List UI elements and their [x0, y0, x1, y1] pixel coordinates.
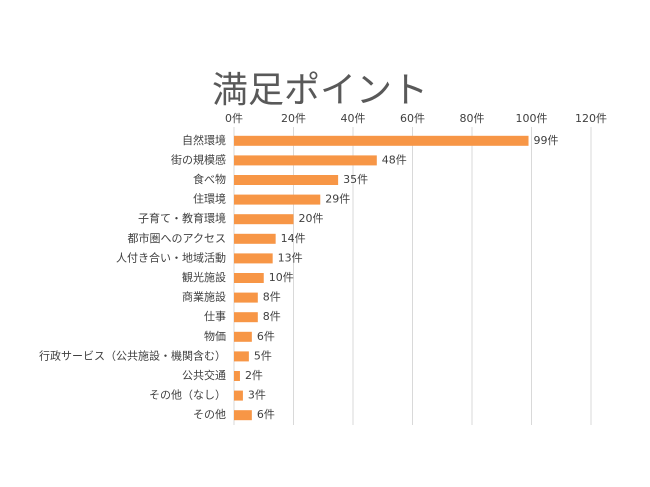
bar [234, 155, 377, 166]
value-label: 14件 [281, 232, 306, 245]
bar [234, 273, 264, 283]
x-tick-label: 80件 [460, 112, 485, 125]
bar [234, 214, 294, 225]
value-label: 5件 [254, 349, 272, 362]
bar [234, 371, 240, 381]
x-tick-label: 120件 [575, 112, 607, 125]
value-label: 13件 [278, 251, 303, 264]
chart-title: 満足ポイント [212, 70, 428, 111]
y-tick-label: 人付き合い・地域活動 [116, 250, 226, 264]
value-label: 20件 [299, 212, 324, 225]
y-tick-label: 住環境 [193, 192, 226, 206]
y-tick-label: 行政サービス（公共施設・機関含む） [39, 348, 226, 362]
bar [234, 331, 252, 342]
y-tick-label: 物価 [204, 329, 226, 343]
value-label: 2件 [245, 369, 263, 382]
bar [234, 253, 273, 264]
x-tick-label: 100件 [516, 112, 548, 125]
value-label: 6件 [257, 408, 275, 421]
value-label: 35件 [343, 173, 368, 186]
bar [234, 135, 529, 146]
bar [234, 410, 252, 421]
x-tick-label: 20件 [281, 112, 306, 125]
value-label: 48件 [382, 153, 407, 166]
y-tick-label: 都市圏へのアクセス [128, 231, 226, 245]
bar [234, 175, 339, 185]
value-label: 10件 [269, 271, 294, 284]
bar [234, 233, 276, 244]
y-tick-label: 食べ物 [193, 172, 226, 186]
x-tick-label: 40件 [341, 112, 366, 125]
y-tick-label: 公共交通 [182, 368, 226, 382]
bar [234, 351, 249, 362]
x-tick-label: 60件 [400, 112, 425, 125]
y-tick-label: 仕事 [204, 310, 226, 323]
bar [234, 194, 321, 205]
value-label: 8件 [263, 291, 281, 304]
value-label: 99件 [534, 134, 559, 147]
x-tick-label: 0件 [225, 112, 243, 125]
bar [234, 312, 258, 323]
bar [234, 292, 258, 303]
y-tick-label: 商業施設 [182, 290, 226, 304]
value-label: 6件 [257, 330, 275, 343]
y-tick-label: その他 [193, 408, 226, 421]
value-label: 29件 [325, 193, 350, 206]
y-tick-label: 自然環境 [182, 133, 226, 147]
value-label: 8件 [263, 310, 281, 323]
y-tick-label: その他（なし） [149, 389, 226, 402]
value-label: 3件 [248, 389, 266, 402]
y-tick-label: 街の規模感 [171, 152, 226, 166]
bar [234, 390, 243, 401]
y-tick-label: 子育て・教育環境 [138, 211, 226, 225]
y-tick-label: 観光施設 [182, 270, 226, 284]
